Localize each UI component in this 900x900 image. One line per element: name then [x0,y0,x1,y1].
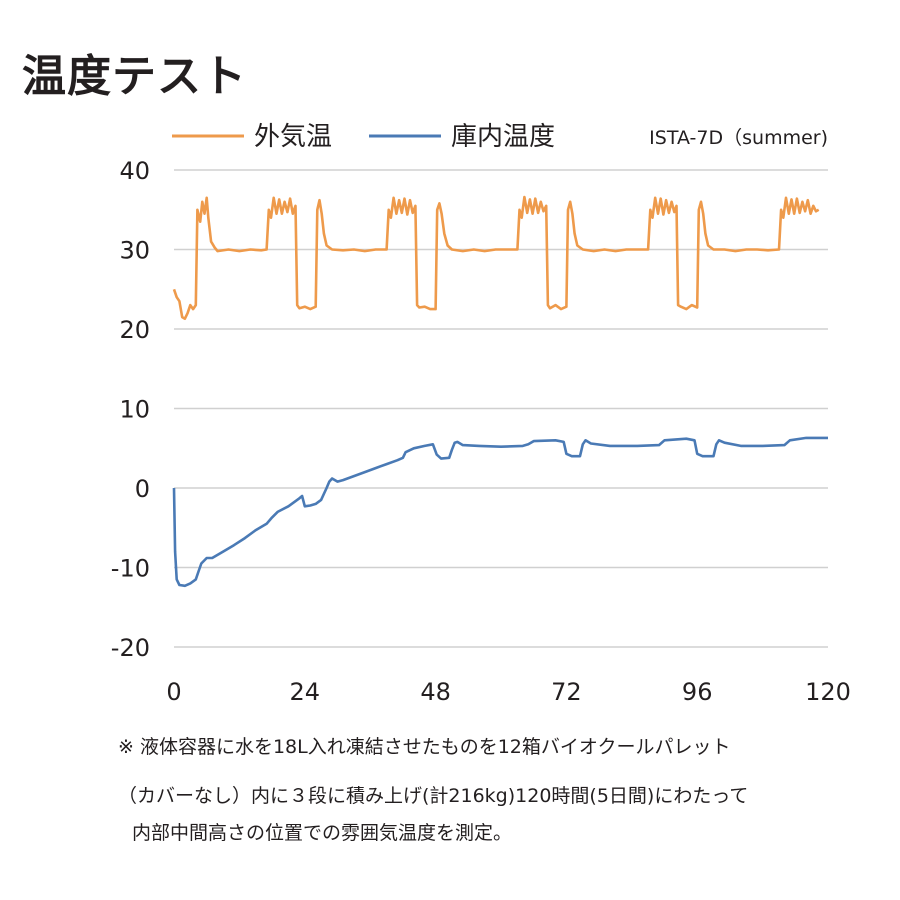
legend: 外気温 庫内温度 ISTA-7D（summer) [172,122,828,152]
standard-label: ISTA-7D（summer) [649,127,828,149]
page-title: 温度テスト [22,51,247,102]
series-line-inside [172,436,828,588]
note-line-2: （カバーなし）内に３段に積み上げ(計216kg)120時間(5日間)にわたって [118,785,749,807]
y-tick-label: 0 [135,475,150,503]
chart-grid [174,169,828,648]
y-tick-label: 40 [119,157,150,185]
y-tick-label: 20 [119,316,150,344]
x-tick-label: 0 [166,678,181,706]
x-tick-label: 96 [682,678,713,706]
temperature-chart: 40 30 20 10 0 -10 -20 0 24 48 72 96 120 外気温 庫内温度 IS… [111,122,851,706]
y-tick-label: -10 [111,555,150,583]
note-line-3: 内部中間高さの位置での雰囲気温度を測定。 [132,822,513,844]
y-tick-label: 30 [119,237,150,265]
y-axis-ticks: 40 30 20 10 0 -10 -20 [111,157,150,662]
legend-label-inside: 庫内温度 [451,122,555,152]
x-tick-label: 48 [420,678,451,706]
legend-label-outside: 外気温 [254,122,332,152]
series-line-outside [172,195,820,320]
y-tick-label: 10 [119,396,150,424]
x-tick-label: 24 [290,678,321,706]
y-tick-label: -20 [111,634,150,662]
note-line-1: ※ 液体容器に水を18L入れ凍結させたものを12箱バイオクールパレット [118,736,731,758]
x-axis-ticks: 0 24 48 72 96 120 [166,678,851,706]
x-tick-label: 120 [805,678,851,706]
x-tick-label: 72 [551,678,582,706]
chart-series [172,195,828,588]
